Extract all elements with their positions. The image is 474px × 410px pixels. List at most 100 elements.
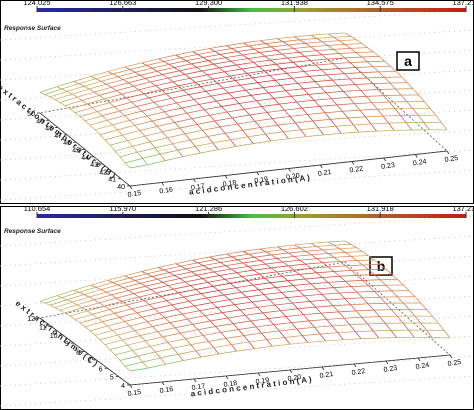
surface-line-v <box>243 332 262 336</box>
surface-line-v <box>337 84 356 86</box>
surface-line-v <box>197 326 216 331</box>
surface-line-v <box>162 278 180 283</box>
surface-line-v <box>326 73 345 76</box>
surface-line-v <box>254 118 273 122</box>
surface-line-v <box>282 39 300 42</box>
background-grid-line <box>0 49 474 81</box>
surface-line-v <box>236 269 254 274</box>
surface-line-v <box>161 292 179 298</box>
surface-line-v <box>246 70 265 74</box>
surface-line-v <box>328 240 346 243</box>
surface-line-v <box>291 320 310 323</box>
surface-line-v <box>275 77 293 81</box>
surface-line-v <box>241 66 259 70</box>
surface-line-v <box>183 86 201 91</box>
surface-line-v <box>182 152 201 158</box>
surface-line-v <box>195 78 213 83</box>
x-tick <box>351 161 355 165</box>
x-tick-label: 0.25 <box>444 155 459 164</box>
surface-line-v <box>332 78 350 81</box>
surface-line-v <box>114 101 132 108</box>
surface-line-v <box>241 289 259 293</box>
surface-line-v <box>336 103 355 106</box>
surface-line-v <box>225 54 243 59</box>
surface-line-v <box>76 91 95 98</box>
colorbar-tick-label: 121.286 <box>195 204 222 213</box>
surface-line-v <box>214 48 232 52</box>
surface-line-v <box>217 304 235 308</box>
colorbar-tick-label: 137.213 <box>452 0 474 7</box>
x-tick <box>414 154 418 158</box>
surface-line-v <box>180 329 199 334</box>
surface-line-v <box>227 314 246 319</box>
surface-line-v <box>349 77 368 80</box>
surface-line-v <box>171 94 189 99</box>
surface-line-v <box>107 275 125 281</box>
surface-line-v <box>230 58 249 62</box>
surface-line-v <box>124 361 143 367</box>
surface-line-v <box>332 324 350 327</box>
surface-line-v <box>361 316 380 318</box>
surface-line-v <box>201 67 220 72</box>
surface-line-v <box>265 53 283 57</box>
surface-line-v <box>265 249 283 253</box>
surface-line-v <box>142 357 161 363</box>
surface-line-v <box>247 133 266 138</box>
surface-line-v <box>362 264 381 266</box>
colorbar-tick-label: 137.234 <box>452 204 474 213</box>
surface-line-v <box>213 60 231 65</box>
x-tick-label: 0.24 <box>413 158 428 167</box>
surface-line-v <box>208 338 227 342</box>
surface-line-v <box>248 251 266 255</box>
surface-line-v <box>190 341 209 345</box>
surface-line-v <box>254 345 273 349</box>
surface-line-v <box>351 269 369 271</box>
surface-line-v <box>236 62 254 66</box>
surface-line-v <box>270 280 288 284</box>
surface-line-v <box>78 78 97 85</box>
surface-line-v <box>333 286 352 288</box>
surface-line-v <box>222 309 241 313</box>
surface-line-v <box>297 81 316 84</box>
background-grid-line <box>0 129 474 161</box>
surface-line-v <box>308 319 327 322</box>
surface-line-v <box>126 300 145 306</box>
x-tick-label: 0.25 <box>447 359 462 368</box>
surface-line-v <box>209 253 227 258</box>
surface-line-v <box>163 57 181 62</box>
surface-line-v <box>268 316 286 319</box>
surface-line-v <box>229 296 247 301</box>
surface-line-v <box>71 296 90 303</box>
surface-line-v <box>175 259 193 265</box>
surface-line-v <box>141 58 159 64</box>
surface-line-v <box>84 115 103 122</box>
surface-line-v <box>89 83 107 90</box>
surface-line-v <box>339 274 358 277</box>
surface-line-v <box>118 280 136 286</box>
surface-line-v <box>283 129 301 133</box>
surface-line-v <box>145 336 163 342</box>
surface-line-v <box>220 259 238 263</box>
background-grid-line <box>0 69 474 101</box>
surface-line-v <box>64 100 83 106</box>
surface-line-v <box>147 160 166 166</box>
surface-line-v <box>318 125 336 129</box>
surface-line-v <box>240 82 258 86</box>
surface-line-v <box>305 249 323 252</box>
surface-line-v <box>64 307 83 314</box>
surface-line-v <box>59 96 78 103</box>
surface-line-v <box>236 348 255 352</box>
surface-line-v <box>150 342 168 347</box>
surface-line-v <box>140 278 158 284</box>
surface-line-v <box>277 36 295 39</box>
surface-line-v <box>316 271 335 274</box>
surface-line-v <box>367 76 385 79</box>
surface-line-v <box>157 122 175 127</box>
surface-line-v <box>99 297 117 304</box>
y-tick-label: 8 <box>76 350 80 357</box>
surface-line-v <box>92 309 110 315</box>
surface-line-v <box>133 81 151 87</box>
surface-line-v <box>276 48 294 51</box>
surface-line-v <box>371 122 389 125</box>
